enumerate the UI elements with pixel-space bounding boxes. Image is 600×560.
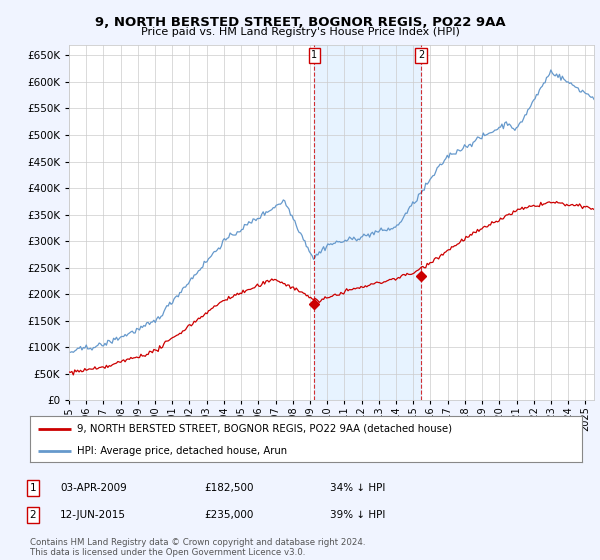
Text: 9, NORTH BERSTED STREET, BOGNOR REGIS, PO22 9AA (detached house): 9, NORTH BERSTED STREET, BOGNOR REGIS, P… (77, 424, 452, 434)
Text: 1: 1 (311, 50, 317, 60)
Text: Contains HM Land Registry data © Crown copyright and database right 2024.
This d: Contains HM Land Registry data © Crown c… (30, 538, 365, 557)
Bar (314, 45, 421, 400)
Text: 1: 1 (29, 483, 37, 493)
Text: 03-APR-2009: 03-APR-2009 (60, 483, 127, 493)
Text: £235,000: £235,000 (204, 510, 253, 520)
Text: 9, NORTH BERSTED STREET, BOGNOR REGIS, PO22 9AA: 9, NORTH BERSTED STREET, BOGNOR REGIS, P… (95, 16, 505, 29)
Text: Price paid vs. HM Land Registry's House Price Index (HPI): Price paid vs. HM Land Registry's House … (140, 27, 460, 37)
Text: 39% ↓ HPI: 39% ↓ HPI (330, 510, 385, 520)
Text: HPI: Average price, detached house, Arun: HPI: Average price, detached house, Arun (77, 446, 287, 455)
Text: 12-JUN-2015: 12-JUN-2015 (60, 510, 126, 520)
Text: £182,500: £182,500 (204, 483, 254, 493)
Text: 34% ↓ HPI: 34% ↓ HPI (330, 483, 385, 493)
Text: 2: 2 (418, 50, 424, 60)
Text: 2: 2 (29, 510, 37, 520)
